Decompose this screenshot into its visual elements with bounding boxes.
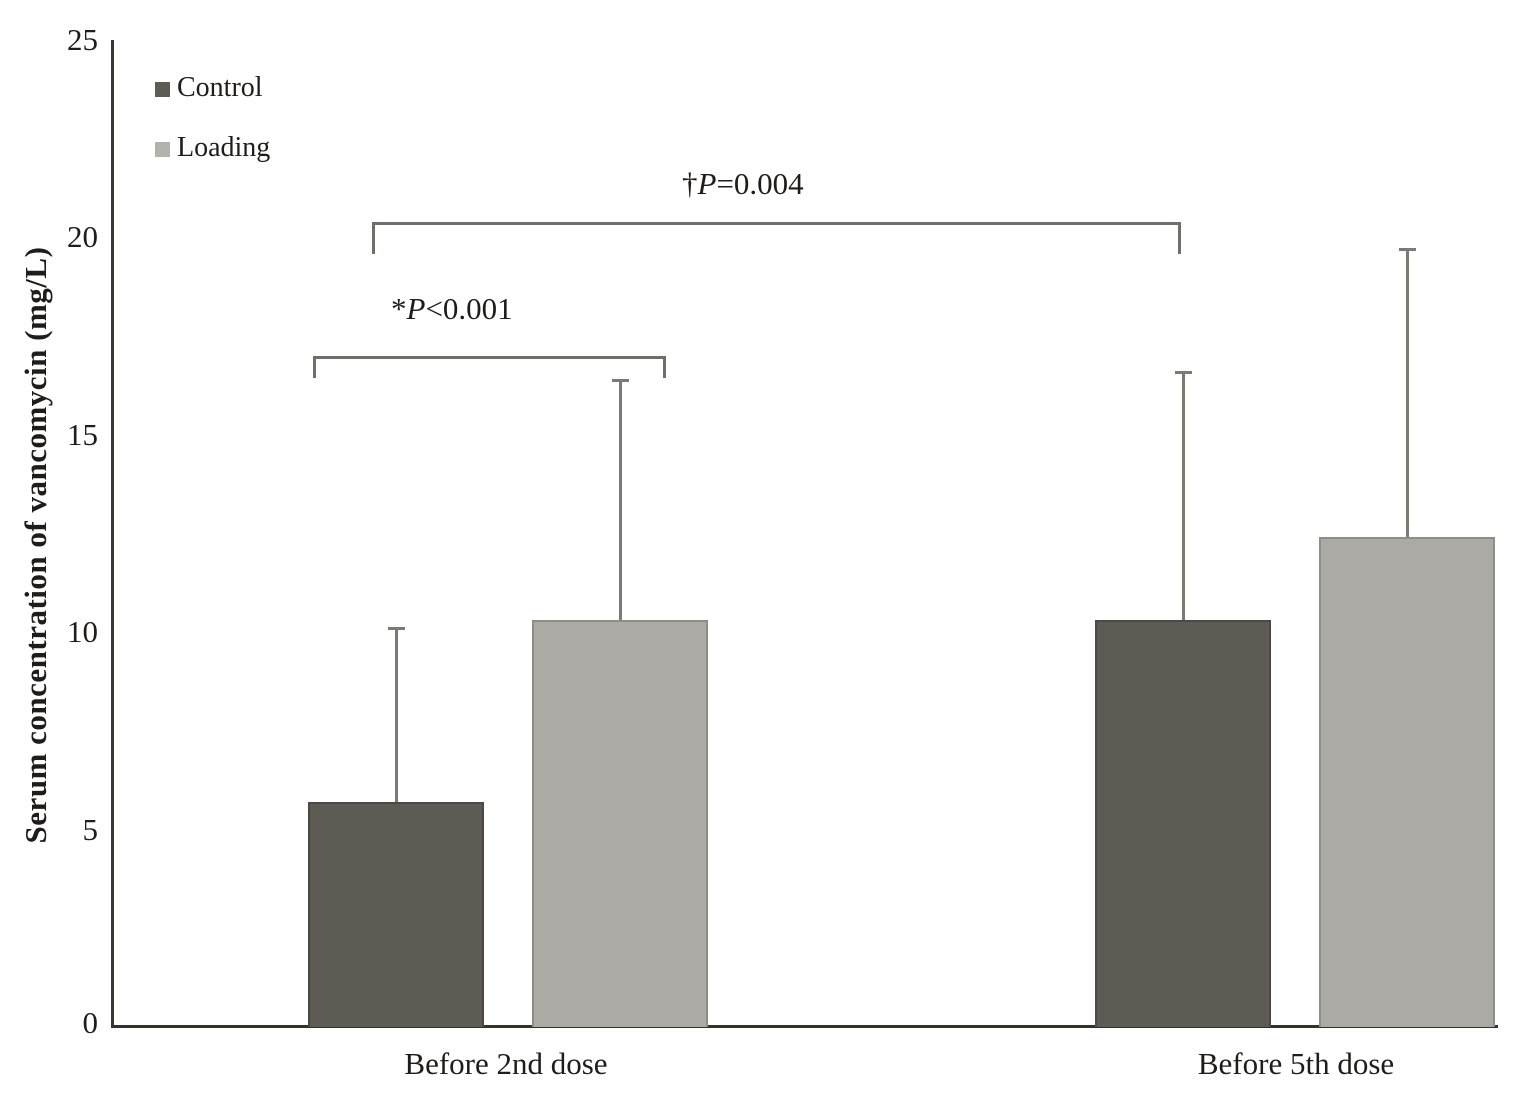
p-value-label-1: *P<0.001 bbox=[391, 291, 513, 327]
legend-label-loading: Loading bbox=[177, 132, 271, 163]
error-bar-stem-control-cat1 bbox=[1181, 371, 1185, 621]
y-axis-title: Serum concentration of vancomycin (mg/L) bbox=[18, 246, 53, 844]
y-tick-label-15: 15 bbox=[67, 416, 98, 452]
significance-marker-asterisk: * bbox=[391, 291, 407, 326]
bar-control-before-5th-dose bbox=[1095, 620, 1271, 1027]
error-bar-stem-loading-cat0 bbox=[618, 379, 622, 621]
y-tick-label-10: 10 bbox=[67, 614, 98, 650]
significance-marker-dagger: † bbox=[682, 166, 698, 201]
error-bar-cap-control-cat1 bbox=[1174, 370, 1192, 374]
x-axis-line bbox=[111, 1025, 1498, 1028]
error-bar-cap-control-cat0 bbox=[387, 627, 405, 631]
legend-swatch-loading bbox=[155, 142, 170, 157]
y-tick-label-20: 20 bbox=[67, 219, 98, 255]
y-tick-label-25: 25 bbox=[67, 22, 98, 57]
bar-loading-before-2nd-dose bbox=[532, 620, 708, 1027]
error-bar-cap-loading-cat0 bbox=[611, 378, 629, 382]
bar-control-before-2nd-dose bbox=[308, 801, 484, 1027]
x-category-label-before-2nd-dose: Before 2nd dose bbox=[404, 1046, 608, 1081]
legend-swatch-control bbox=[155, 82, 170, 97]
y-axis-line bbox=[111, 40, 114, 1028]
p-value-text: <0.001 bbox=[425, 291, 513, 326]
bar-loading-before-5th-dose bbox=[1319, 537, 1495, 1027]
significance-bracket-2nd-vs-5th-dose bbox=[372, 222, 1181, 254]
error-bar-stem-control-cat0 bbox=[394, 628, 398, 802]
p-symbol: P bbox=[697, 166, 717, 201]
x-category-label-before-5th-dose: Before 5th dose bbox=[1197, 1046, 1395, 1081]
y-tick-label-0: 0 bbox=[82, 1005, 99, 1040]
p-symbol: P bbox=[406, 291, 426, 326]
legend-label-control: Control bbox=[177, 72, 263, 103]
p-value-label-2: †P=0.004 bbox=[682, 166, 804, 202]
p-value-text: =0.004 bbox=[716, 166, 804, 201]
y-tick-label-5: 5 bbox=[82, 811, 99, 847]
error-bar-cap-loading-cat1 bbox=[1398, 248, 1416, 252]
error-bar-stem-loading-cat1 bbox=[1405, 249, 1409, 538]
significance-bracket-control-vs-loading-2nd-dose bbox=[313, 356, 666, 378]
